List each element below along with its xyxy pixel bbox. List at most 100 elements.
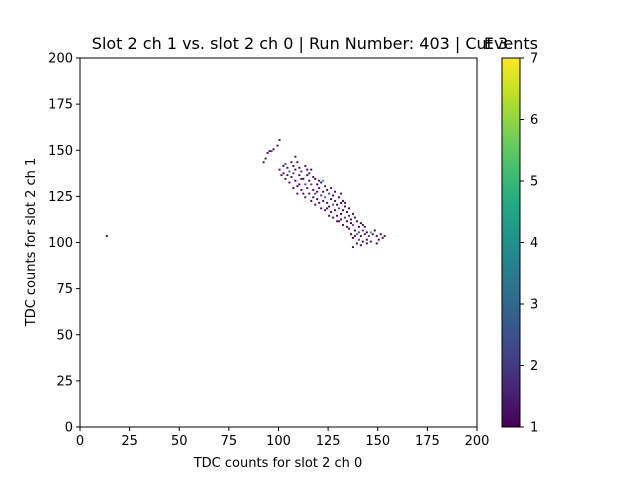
x-tick-label: 200 [465,434,490,449]
heatmap-cell [318,179,321,182]
heatmap-cell [334,209,337,212]
heatmap-cell [336,203,339,206]
heatmap-cell [375,235,378,237]
heatmap-cell [349,222,352,225]
heatmap-cell [322,190,325,193]
heatmap-cell [300,189,303,191]
heatmap-cell [342,224,344,226]
colorbar-tick-label: 4 [530,236,538,251]
heatmap-cell [330,211,333,213]
heatmap-cell [288,181,291,184]
y-tick-label: 100 [48,236,73,251]
heatmap-cell [330,187,333,189]
heatmap-cell [359,222,362,225]
heatmap-cell [347,214,350,217]
heatmap-cell [369,231,372,234]
colorbar-axis: 1 2 3 4 5 6 7 [520,52,538,436]
heatmap-cell [379,233,382,236]
heatmap-cell [338,196,341,199]
heatmap-cell [359,235,362,237]
heatmap-cell [278,168,281,171]
heatmap-cell [296,192,299,195]
heatmap-cell [302,192,305,195]
heatmap-cell [334,190,337,193]
heatmap-cell [310,183,313,186]
heatmap-cell [310,168,313,171]
heatmap-cell [326,189,329,191]
heatmap-cell [290,161,293,164]
plot-area [80,58,477,427]
y-tick-label: 125 [48,190,73,205]
heatmap-cell [357,238,360,241]
colorbar-tick-label: 6 [530,113,538,128]
heatmap-cell [345,211,348,213]
heatmap-cell [316,183,319,186]
heatmap-cell [288,170,291,173]
x-tick-label: 50 [171,434,188,449]
heatmap-cell [357,231,360,234]
heatmap-cell [359,244,362,247]
heatmap-cell [105,235,108,237]
heatmap-cell [264,157,267,160]
heatmap-cell [351,212,354,215]
heatmap-cell [278,139,281,142]
heatmap-cell [304,183,307,186]
heatmap-cell [353,235,356,237]
heatmap-cell [349,233,352,236]
heatmap-cell [347,227,350,230]
heatmap-cell [308,179,311,182]
chart-title: Slot 2 ch 1 vs. slot 2 ch 0 | Run Number… [92,34,508,53]
heatmap-cell [361,224,364,226]
x-tick-label: 175 [415,434,440,449]
heatmap-cell [328,192,331,195]
heatmap-cell [338,220,341,223]
heatmap-cell [347,207,350,210]
heatmap-cell [357,225,360,228]
heatmap-cell [340,212,343,215]
heatmap-cell [314,192,317,195]
heatmap-cell [294,179,297,182]
y-tick-label: 25 [56,374,73,389]
heatmap-cell [304,165,307,167]
heatmap-cell [290,176,293,178]
heatmap-cell [318,187,321,189]
heatmap-cell [365,242,368,245]
heatmap-cell [322,179,325,182]
heatmap-cell [353,216,356,219]
colorbar: 1 2 3 4 5 6 7 Events [484,34,538,436]
heatmap-cell [365,231,368,234]
heatmap-cell [336,220,339,223]
heatmap-cell [268,150,271,153]
heatmap-cell [340,192,343,195]
heatmap-cell [322,200,325,202]
heatmap-cell [266,152,269,154]
heatmap-cell [342,209,344,212]
heatmap-cell [300,170,303,173]
heatmap-cell [282,165,285,167]
heatmap-cell [344,201,346,204]
heatmap-cell [375,242,378,245]
heatmap-cell [280,174,283,177]
colorbar-tick-label: 3 [530,298,538,313]
heatmap-cell [298,166,301,169]
heatmap-cell [367,235,370,237]
heatmap-cell [363,225,366,228]
heatmap-cell [312,176,315,178]
heatmap-cell [306,187,309,189]
x-tick-label: 75 [221,434,238,449]
heatmap-cell [328,205,331,208]
heatmap-cell [345,220,348,223]
heatmap-cell [371,233,374,236]
colorbar-gradient [501,57,521,428]
colorbar-tick-label: 1 [530,421,538,436]
colorbar-tick-label: 2 [530,359,538,374]
heatmap-cell [320,194,323,197]
heatmap-cell [351,246,354,249]
y-axis: 0 25 50 75 100 125 150 175 200 [48,52,80,436]
heatmap-cell [324,196,327,199]
heatmap-cell [340,218,343,221]
heatmap-cell [276,144,279,147]
colorbar-label: Events [484,34,538,53]
heatmap-cell [377,238,380,241]
